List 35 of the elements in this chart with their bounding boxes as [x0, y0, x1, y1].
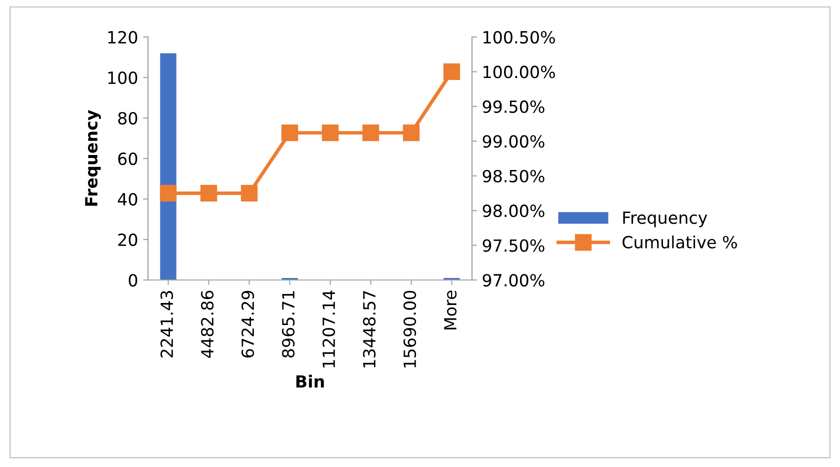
y2-tick-label: 97.00%	[482, 274, 544, 287]
y-tick-label: 60	[118, 152, 138, 166]
point	[200, 184, 218, 202]
point	[362, 124, 380, 142]
y2-tick-label: 100.00%	[484, 66, 555, 78]
y-tick-label: 20	[118, 233, 138, 246]
y2-tick-label: 99.00%	[482, 135, 544, 148]
legend-label: Cumulative %	[622, 236, 737, 248]
x-tick-label: 6724.29	[241, 290, 254, 358]
x-tick-label: More	[444, 290, 457, 330]
x-tick-label: 13448.57	[362, 291, 376, 368]
y-tick-label: 120	[108, 30, 138, 44]
x-tick-label: 4482.86	[200, 290, 214, 358]
point	[402, 124, 420, 142]
x-tick-label: 15690.00	[403, 290, 416, 368]
y2-tick-label: 98.50%	[482, 170, 544, 182]
x-tick-label: 11207.14	[322, 290, 336, 368]
y2-tick-label: 100.50%	[484, 30, 555, 44]
point	[281, 124, 298, 142]
y2-tick-label: 99.50%	[482, 100, 544, 113]
y-tick-label: 80	[118, 112, 138, 125]
y2-tick-label: 98.00%	[482, 204, 544, 218]
y-axis-title: Frequency	[85, 110, 101, 206]
y-tick-label: 40	[118, 192, 138, 206]
x-tick-label: 2241.43	[160, 291, 174, 358]
point	[240, 184, 258, 202]
legend-label: Frequency	[623, 212, 708, 228]
point	[322, 124, 339, 142]
point	[160, 184, 177, 202]
x-axis-title: Bin	[296, 374, 324, 388]
y2-tick-label: 97.50%	[482, 239, 544, 252]
y-tick-label: 100	[108, 71, 138, 84]
point	[443, 63, 460, 80]
x-tick-label: 8965.71	[282, 291, 295, 358]
y-tick-label: 0	[128, 274, 138, 287]
